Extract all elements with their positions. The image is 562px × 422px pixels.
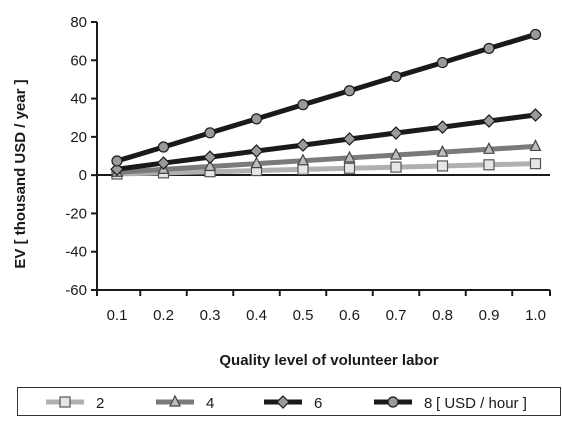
series-8 [111,28,542,167]
point-8 [157,141,170,153]
x-tick-label: 0.9 [479,307,500,324]
point-4 [297,153,309,166]
x-tick-label: 0.7 [386,307,407,324]
series-layer [110,28,543,180]
point-6 [435,120,450,134]
point-4 [529,139,542,152]
point-8 [343,85,356,97]
point-8 [436,56,449,69]
series-line-6 [116,112,536,172]
x-tick-label: 0.8 [432,307,453,324]
x-tick-label: 0.4 [246,307,267,324]
legend-swatch-marker [276,395,290,409]
point-6 [203,150,217,164]
legend-label: 6 [314,395,322,412]
x-tick-label: 0.5 [293,307,314,324]
y-tick-label: 60 [70,52,87,69]
y-tick-label: -20 [65,205,87,222]
x-tick-label: 0.2 [153,307,174,324]
point-4 [436,144,449,157]
legend-swatch-marker [169,394,181,407]
x-tick-label: 1.0 [525,307,546,324]
legend-swatch-marker [59,396,71,408]
point-6 [342,132,357,146]
legend: 2 4 6 8 [ USD / hour ] [17,387,561,416]
x-tick-label: 0.3 [200,307,221,324]
y-tick-label: 40 [70,91,87,108]
point-6 [482,114,496,128]
point-8 [483,42,495,55]
legend-swatch-marker [387,396,399,408]
y-axis-title: EV [ thousand USD / year ] [12,79,29,268]
series-4 [111,139,542,177]
x-tick-label: 0.1 [107,307,128,324]
line-chart: -60 -40 -20 0 20 40 60 80 0.1 0.2 0.3 0.4 0.5 0.6 0.7 0… [12,14,551,369]
point-8 [297,99,309,111]
legend-unit-label: [ USD / hour ] [436,395,527,412]
point-4 [250,156,263,169]
y-tick-label: -60 [65,282,87,299]
point-2 [483,159,495,171]
point-2 [436,160,449,172]
axes: -60 -40 -20 0 20 40 60 80 0.1 0.2 0.3 0.4 0.5 0.6 0.7 0… [65,14,551,324]
series-6 [110,108,543,177]
x-tick-label: 0.6 [339,307,360,324]
legend-label: 2 [96,395,104,412]
y-tick-label: -40 [65,244,87,261]
series-line-2 [116,161,536,177]
y-tick-label: 80 [70,14,87,31]
point-6 [389,126,403,140]
x-axis-title: Quality level of volunteer labor [219,352,438,369]
legend-label: 8 [424,395,432,412]
y-tick-label: 0 [79,167,87,184]
point-6 [156,156,171,170]
y-tick-label: 20 [70,129,87,146]
point-6 [110,162,124,177]
point-4 [204,159,216,172]
point-4 [343,150,356,163]
point-2 [390,161,402,173]
legend-item-6: 6 [264,395,322,412]
point-2 [529,158,542,170]
series-line-8 [116,32,537,164]
point-8 [529,28,542,41]
series-line-4 [116,143,536,175]
point-2 [343,162,356,174]
point-8 [111,155,123,167]
point-6 [249,144,264,158]
legend-label: 4 [206,395,214,412]
legend-item-4: 4 [156,394,214,412]
point-8 [204,127,216,139]
point-6 [296,138,310,152]
legend-items: 2 4 6 8 [46,394,432,412]
point-6 [528,108,543,122]
point-8 [250,113,263,125]
point-4 [390,147,402,160]
legend-item-2: 2 [46,395,104,412]
point-2 [297,163,309,175]
point-8 [390,70,402,83]
point-4 [483,141,495,154]
legend-item-8: 8 [374,395,432,412]
